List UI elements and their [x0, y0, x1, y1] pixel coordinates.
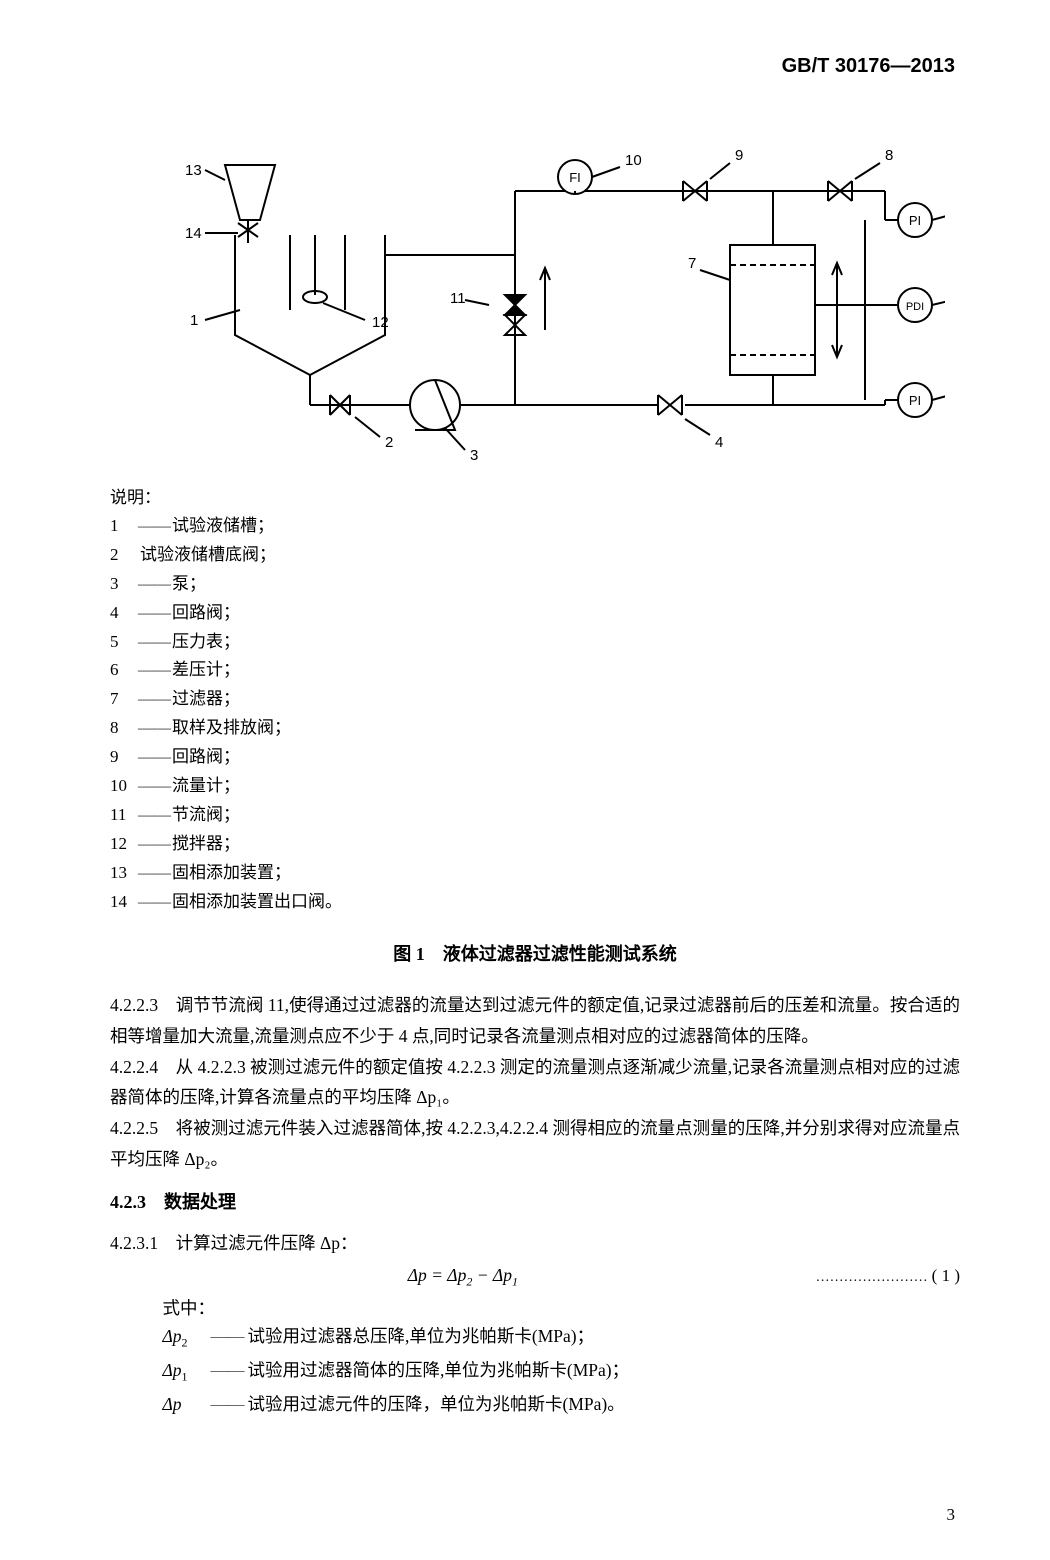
fi-label: FI	[569, 170, 581, 185]
definition-row: Δp1 —— 试验用过滤器简体的压降,单位为兆帕斯卡(MPa)；	[163, 1354, 961, 1388]
tag-8: 8	[885, 147, 893, 164]
equation-leader: ……………………	[816, 1270, 928, 1286]
legend-item: 13——固相添加装置；	[110, 859, 960, 888]
equation-1: Δp = Δp2 − Δp1 …………………… ( 1 )	[110, 1265, 960, 1290]
equation-number: ( 1 )	[932, 1266, 960, 1286]
legend-item: 3——泵；	[110, 570, 960, 599]
legend-item: 6——差压计；	[110, 656, 960, 685]
tag-10: 10	[625, 152, 642, 169]
tag-13: 13	[185, 162, 202, 179]
para-4224: 4.2.2.4 从 4.2.2.3 被测过滤元件的额定值按 4.2.2.3 测定…	[110, 1052, 960, 1113]
legend-item: 9——回路阀；	[110, 743, 960, 772]
legend-item: 5——压力表；	[110, 628, 960, 657]
definition-row: Δp2 —— 试验用过滤器总压降,单位为兆帕斯卡(MPa)；	[163, 1320, 961, 1354]
para-4225: 4.2.2.5 将被测过滤元件装入过滤器简体,按 4.2.2.3,4.2.2.4…	[110, 1113, 960, 1174]
tag-9: 9	[735, 147, 743, 164]
legend-item: 11——节流阀；	[110, 801, 960, 830]
section-423: 4.2.3 数据处理	[110, 1188, 960, 1214]
legend-item: 12——搅拌器；	[110, 830, 960, 859]
tag-2: 2	[385, 434, 393, 451]
where-label: 式中：	[163, 1295, 961, 1320]
tag-11: 11	[450, 290, 466, 307]
legend-item: 2试验液储槽底阀；	[110, 541, 960, 570]
tag-14: 14	[185, 225, 202, 242]
section-4231: 4.2.3.1 计算过滤元件压降 Δp：	[110, 1228, 960, 1259]
equation-text: Δp = Δp2 − Δp1	[110, 1265, 816, 1290]
legend-item: 7——过滤器；	[110, 685, 960, 714]
figure-1-diagram: FI PI PDI PI 13 14 1 2 3 4 10 9 8 5 6 5 …	[110, 105, 960, 475]
page-number: 3	[947, 1505, 956, 1525]
legend-item: 4——回路阀；	[110, 599, 960, 628]
legend-title: 说明：	[110, 483, 960, 508]
pdi-label: PDI	[906, 301, 924, 313]
legend-item: 1——试验液储槽；	[110, 512, 960, 541]
pi-top-label: PI	[909, 213, 921, 228]
tag-4: 4	[715, 434, 723, 451]
legend-item: 8——取样及排放阀；	[110, 714, 960, 743]
legend-item: 14——固相添加装置出口阀。	[110, 888, 960, 917]
definition-row: Δp —— 试验用过滤元件的压降，单位为兆帕斯卡(MPa)。	[163, 1388, 961, 1422]
pid-schematic: FI PI PDI PI 13 14 1 2 3 4 10 9 8 5 6 5 …	[125, 105, 945, 475]
para-4223: 4.2.2.3 调节节流阀 11,使得通过过滤器的流量达到过滤元件的额定值,记录…	[110, 990, 960, 1051]
tag-1: 1	[190, 312, 198, 329]
tag-3: 3	[470, 447, 478, 464]
tag-7: 7	[688, 255, 696, 272]
figure-title: 图 1 液体过滤器过滤性能测试系统	[110, 940, 960, 966]
legend-list: 1——试验液储槽； 2试验液储槽底阀； 3——泵； 4——回路阀； 5——压力表…	[110, 512, 960, 916]
standard-code: GB/T 30176—2013	[782, 55, 955, 78]
legend-item: 10——流量计；	[110, 772, 960, 801]
pi-bot-label: PI	[909, 393, 921, 408]
tag-12: 12	[372, 314, 389, 331]
